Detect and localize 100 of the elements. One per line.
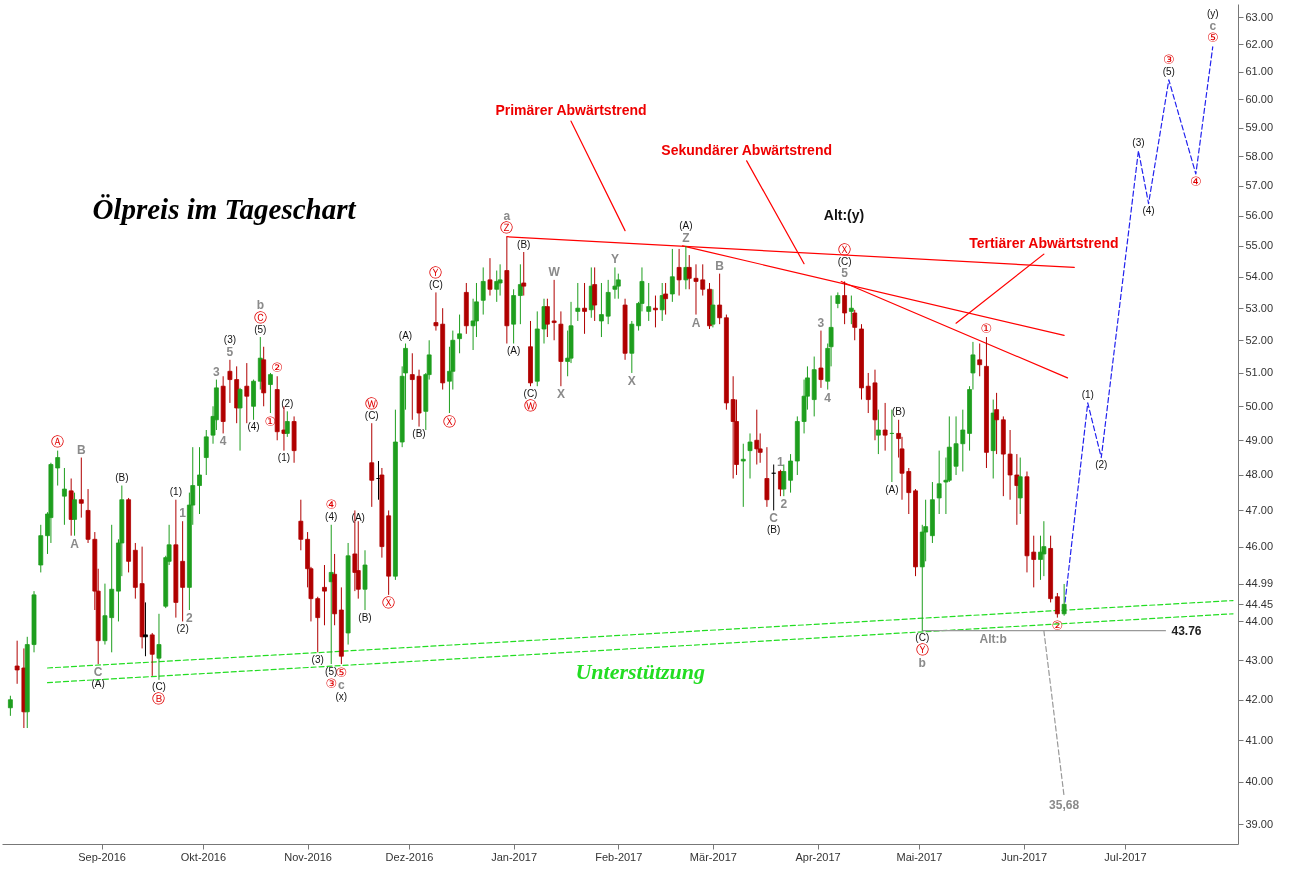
annotation: ① <box>264 413 277 429</box>
annotation: ② <box>1051 618 1064 634</box>
annotation: (C) <box>152 681 166 693</box>
annotation: Ⓐ <box>51 434 65 450</box>
text: Ölpreis im Tageschart <box>92 193 357 225</box>
annotation: (C) <box>837 255 852 267</box>
annotation: 1 <box>777 454 785 469</box>
x-tick-label: Jul-2017 <box>1104 850 1147 863</box>
annotation: 2 <box>780 497 788 512</box>
x-tick-label: Mär-2017 <box>689 850 737 863</box>
annotation: Alt:b <box>979 631 1007 646</box>
annotation: (3) <box>1132 137 1145 149</box>
y-tick-label: 51.00 <box>1245 366 1274 379</box>
x-tick-label: Nov-2016 <box>284 850 332 863</box>
annotation: (B) <box>412 428 426 440</box>
annotation: (A) <box>91 677 105 689</box>
y-tick-label: 47.00 <box>1245 503 1274 516</box>
annotation: 43.76 <box>1171 623 1202 638</box>
x-tick-label: Okt-2016 <box>180 850 227 863</box>
y-tick-label: 42.00 <box>1245 693 1274 706</box>
annotation: (3) <box>311 653 324 665</box>
annotation: Y <box>610 252 619 267</box>
y-tick-label: 48.00 <box>1245 468 1274 481</box>
y-tick-label: 57.00 <box>1245 179 1274 192</box>
annotation: (C) <box>523 387 538 399</box>
annotation: 5 <box>841 266 849 281</box>
annotation: 4 <box>219 434 227 449</box>
annotation: (3) <box>223 334 237 346</box>
annotation: ② <box>271 359 284 375</box>
x-tick-label: Dez-2016 <box>385 850 434 863</box>
annotation: (1) <box>1081 389 1094 401</box>
annotation: Ⓨ <box>429 264 443 280</box>
y-tick-label: 44.00 <box>1245 614 1274 627</box>
y-tick-label: 60.00 <box>1245 92 1274 105</box>
annotation: (5) <box>325 665 338 677</box>
annotation: Ⓩ <box>500 220 514 236</box>
annotation: 35,68 <box>1049 797 1080 812</box>
annotation: Z <box>682 230 690 245</box>
annotation: ④ <box>325 497 338 513</box>
annotation: (B) <box>767 523 781 535</box>
x-tick-label: Jan-2017 <box>491 850 538 863</box>
annotation: 4 <box>824 390 832 405</box>
annotation: (2) <box>281 397 294 409</box>
y-tick-label: 61.00 <box>1245 65 1274 78</box>
y-tick-label: 62.00 <box>1245 37 1274 50</box>
x-tick-label: Feb-2017 <box>595 850 643 863</box>
annotation: (C) <box>428 278 443 290</box>
annotation: (A) <box>679 220 693 232</box>
annotation: Ⓧ <box>382 595 396 611</box>
x-tick-label: Jun-2017 <box>1001 850 1048 863</box>
annotation: (4) <box>325 511 338 523</box>
y-tick-label: 49.00 <box>1245 433 1274 446</box>
annotation: (B) <box>358 611 372 623</box>
x-tick-label: Mai-2017 <box>896 850 943 863</box>
y-tick-label: 50.00 <box>1245 399 1274 412</box>
annotation: Tertiärer Abwärtstrend <box>969 235 1119 252</box>
y-tick-label: 53.00 <box>1245 301 1274 314</box>
annotation: (4) <box>247 421 260 433</box>
annotation: (5) <box>1162 66 1175 78</box>
annotation: (1) <box>277 452 291 464</box>
annotation: Ⓧ <box>442 413 456 429</box>
annotation: C <box>93 665 103 680</box>
series-label: Unterstützung <box>575 659 706 685</box>
annotation: (B) <box>517 238 531 250</box>
annotation: (C) <box>915 632 930 644</box>
y-tick-label: 39.00 <box>1245 817 1274 830</box>
annotation: 3 <box>817 315 825 330</box>
annotation: B <box>715 258 725 273</box>
annotation: ① <box>980 320 993 336</box>
annotation: (B) <box>115 472 129 484</box>
annotation: A <box>691 315 701 330</box>
annotation: (x) <box>335 690 348 702</box>
annotation: 5 <box>226 344 234 359</box>
annotation: B <box>76 442 86 457</box>
annotation: (5) <box>254 323 267 335</box>
y-tick-label: 44.45 <box>1245 597 1274 610</box>
annotation: c <box>1209 18 1217 33</box>
annotation: A <box>70 536 80 551</box>
annotation: ⑤ <box>1206 30 1219 46</box>
annotation: c <box>338 678 346 693</box>
annotation: (2) <box>1095 459 1108 471</box>
y-tick-label: 59.00 <box>1245 121 1274 134</box>
annotation: ③ <box>325 675 338 691</box>
annotation: Alt:(y) <box>823 207 865 223</box>
annotation: Ⓦ <box>365 395 379 411</box>
y-tick-label: 43.00 <box>1245 653 1274 666</box>
y-tick-label: 44.99 <box>1245 577 1274 590</box>
y-tick-label: 40.00 <box>1245 775 1274 788</box>
annotation: (C) <box>364 409 379 421</box>
annotation: 3 <box>213 364 221 379</box>
x-tick-label: Apr-2017 <box>795 850 841 863</box>
annotation: 1 <box>179 506 187 521</box>
annotation: (A) <box>398 330 413 342</box>
annotation: Ⓑ <box>152 691 166 707</box>
annotation: (A) <box>885 483 899 495</box>
y-tick-label: 46.00 <box>1245 540 1274 553</box>
annotation: ③ <box>1163 52 1175 68</box>
annotation: (y) <box>1206 8 1219 20</box>
annotation: Sekundärer Abwärtstrend <box>661 141 832 158</box>
annotation: (4) <box>1142 205 1155 217</box>
